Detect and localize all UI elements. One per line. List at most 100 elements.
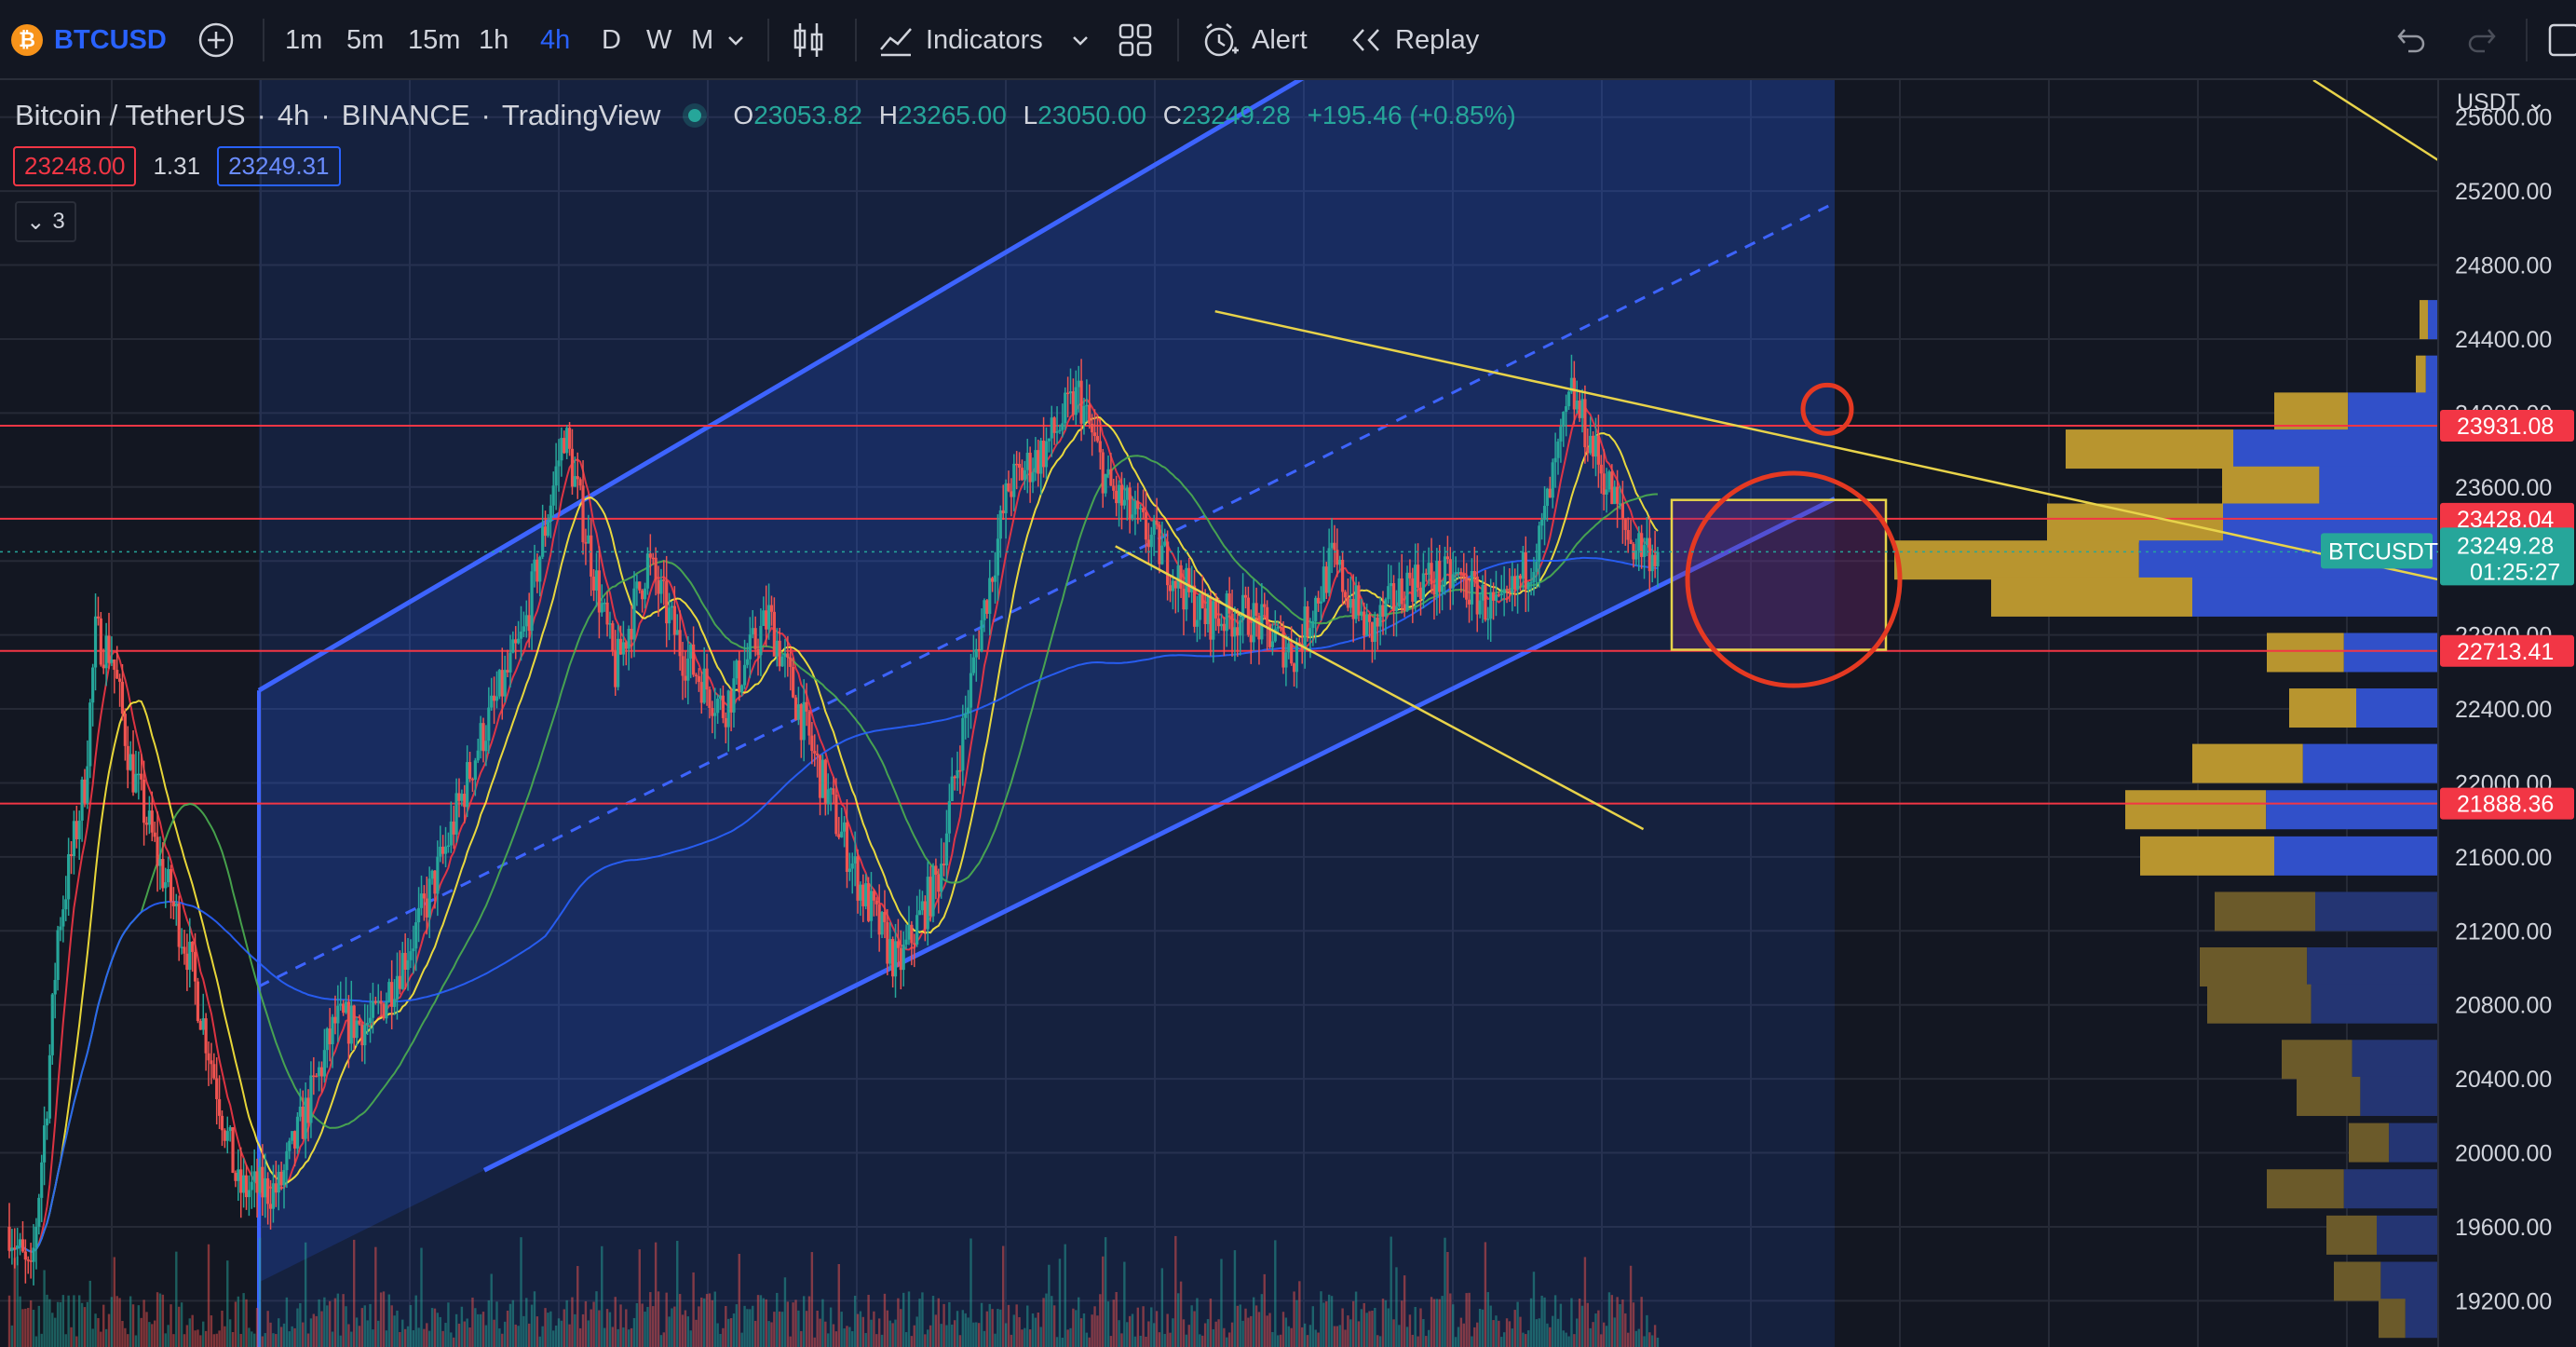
alert-button[interactable]: Alert — [1201, 0, 1308, 80]
candle-body — [1163, 541, 1167, 546]
volume-bar — [1589, 1327, 1592, 1347]
interval-1h[interactable]: 1h — [479, 24, 509, 55]
volume-bar — [1384, 1299, 1388, 1347]
interval-15m[interactable]: 15m — [408, 24, 461, 55]
candle-body — [40, 1162, 44, 1198]
candle-body — [524, 615, 528, 627]
indicators-icon — [880, 28, 912, 57]
undo-button[interactable] — [2395, 0, 2427, 80]
volume-bar — [853, 1295, 857, 1347]
channel-fill — [259, 80, 1835, 1283]
volume-bar — [333, 1298, 337, 1347]
indicators-collapse-button[interactable]: ⌄ 3 — [15, 201, 76, 242]
candle-body — [1499, 593, 1503, 595]
candle-body — [1438, 560, 1442, 592]
volume-bar — [218, 1330, 221, 1347]
fullscreen-button[interactable] — [2548, 0, 2576, 80]
candle-body — [929, 877, 932, 917]
volume-bar — [258, 1237, 262, 1347]
candle-body — [291, 1131, 294, 1141]
interval-dropdown-button[interactable] — [725, 0, 747, 80]
candle-body — [1308, 628, 1312, 637]
candle-body — [225, 1131, 229, 1141]
volume-bar — [1349, 1319, 1352, 1347]
volume-bar — [1419, 1308, 1422, 1347]
volume-bar — [1408, 1314, 1412, 1347]
symbol-search[interactable]: ₿ BTCUSD — [11, 19, 167, 61]
interval-5m[interactable]: 5m — [346, 24, 385, 55]
volume-bar — [210, 1315, 213, 1347]
candle-body — [519, 631, 523, 639]
volume-bar — [1405, 1327, 1409, 1347]
open-value: 23053.82 — [753, 101, 862, 129]
sell-price-button[interactable]: 23248.00 — [13, 145, 137, 186]
indicators-dropdown-button[interactable] — [1069, 0, 1091, 80]
volume-bar — [695, 1319, 698, 1347]
volume-bar — [320, 1311, 323, 1347]
volume-bar — [1432, 1299, 1436, 1347]
volume-bar — [460, 1306, 464, 1347]
parallel-channel[interactable] — [257, 80, 1837, 1347]
add-symbol-button[interactable] — [197, 0, 235, 80]
horizontal-levels[interactable] — [0, 425, 2438, 805]
candle-body — [1378, 605, 1382, 627]
volume-bar — [1190, 1305, 1193, 1347]
indicators-button[interactable]: Indicators — [877, 0, 1043, 80]
volume-bar — [490, 1273, 493, 1347]
volume-bar — [1039, 1327, 1042, 1347]
candle-body — [1241, 594, 1245, 620]
candle-body — [983, 600, 986, 620]
volume-bar — [1607, 1292, 1611, 1347]
volume-bar — [495, 1301, 498, 1347]
volume-bar — [813, 1337, 816, 1347]
interval-4h[interactable]: 4h — [540, 24, 571, 55]
volume-bar — [1199, 1334, 1201, 1347]
layouts-button[interactable] — [1118, 0, 1153, 80]
price-chart[interactable]: USDT ⌄ 19200.00 19600.00 20000.00 20400.00 20… — [0, 80, 2576, 1347]
candle-body — [581, 485, 585, 543]
volume-bar — [479, 1313, 482, 1347]
price-axis[interactable]: USDT ⌄ 19200.00 19600.00 20000.00 20400.00 20… — [2437, 80, 2576, 1347]
volume-bar — [1580, 1305, 1584, 1347]
candle-body — [1634, 551, 1638, 560]
volume-bar — [385, 1330, 388, 1347]
volume-bar — [439, 1316, 441, 1347]
candle-body — [1363, 611, 1366, 636]
candle-body — [1343, 592, 1348, 598]
volume-bar — [1344, 1329, 1347, 1347]
legend-exchange: BINANCE — [341, 99, 470, 131]
volume-bar — [377, 1320, 380, 1347]
candle-body — [363, 1025, 367, 1046]
candle-body — [654, 557, 658, 580]
interval-1m[interactable]: 1m — [285, 24, 323, 55]
volume-bar — [169, 1304, 172, 1347]
interval-m[interactable]: M — [691, 24, 714, 55]
chart-style-button[interactable] — [792, 0, 825, 80]
last-price-text: 23249.28 — [2457, 533, 2554, 559]
candle-body — [1117, 484, 1121, 504]
volume-bar — [454, 1313, 458, 1347]
candle-body — [611, 623, 615, 652]
candle-body — [1586, 447, 1590, 454]
volume-bar — [1401, 1300, 1403, 1347]
replay-button[interactable]: Replay — [1350, 0, 1479, 80]
volume-bar — [590, 1309, 592, 1347]
price-tick-label: 20400.00 — [2455, 1067, 2552, 1093]
drawings[interactable] — [1115, 80, 2439, 831]
redo-button[interactable] — [2466, 0, 2498, 80]
interval-w[interactable]: W — [646, 24, 672, 55]
interval-d[interactable]: D — [602, 24, 621, 55]
candle-body — [1357, 585, 1361, 615]
candle-body — [379, 1000, 383, 1004]
volume-bar — [1139, 1335, 1142, 1347]
volume-bar — [873, 1311, 875, 1347]
candle-body — [252, 1171, 256, 1182]
volume-bar — [1077, 1297, 1080, 1347]
buy-price-button[interactable]: 23249.31 — [217, 145, 341, 186]
candle-body — [1333, 542, 1336, 551]
candle-body — [500, 670, 504, 697]
volume-bar — [681, 1314, 685, 1347]
volume-bar — [86, 1301, 89, 1347]
candle-body — [913, 943, 916, 945]
chart-grid — [0, 80, 2438, 1347]
